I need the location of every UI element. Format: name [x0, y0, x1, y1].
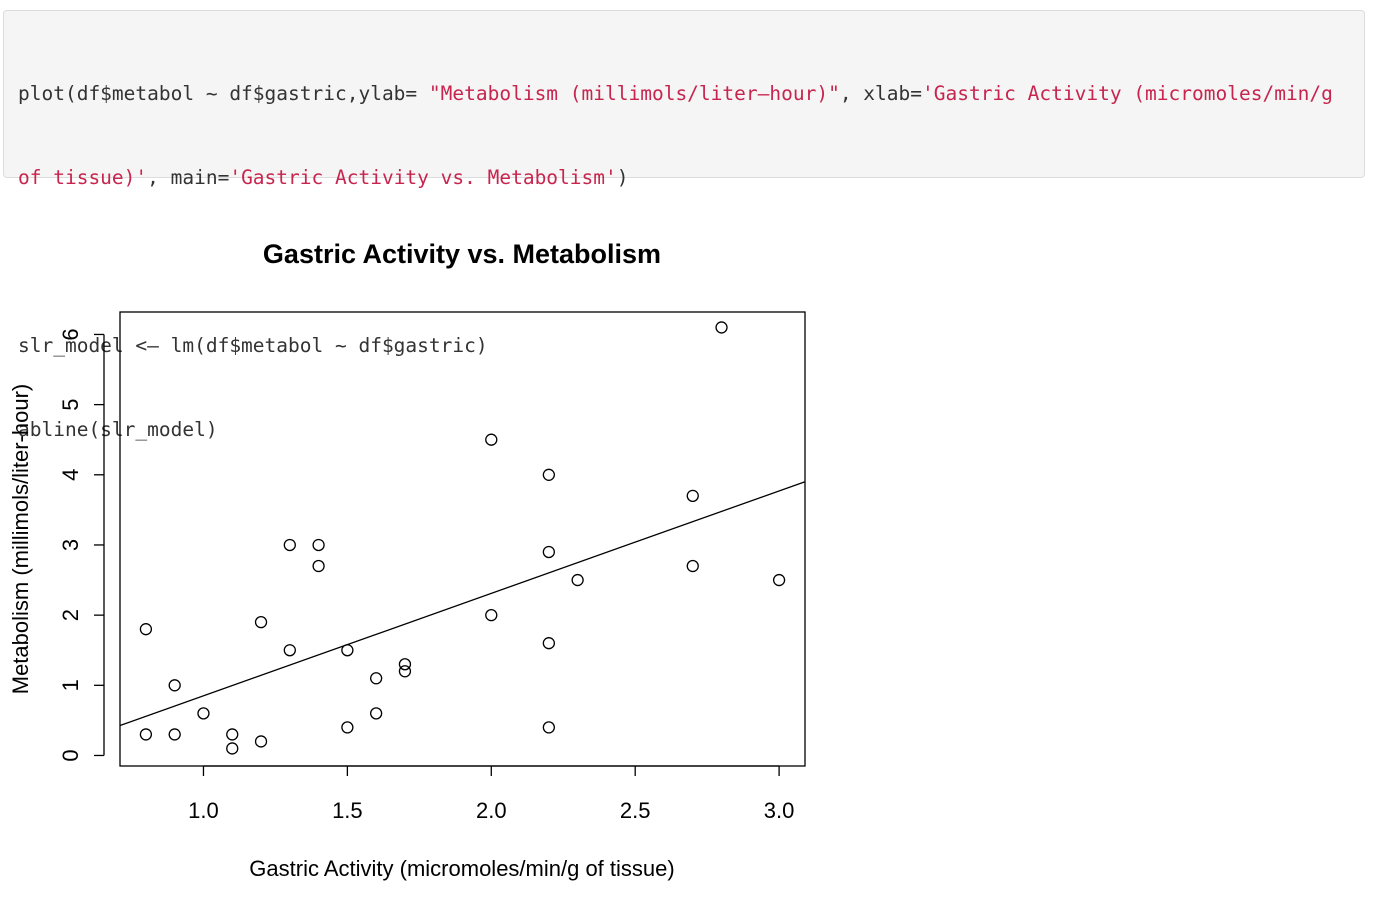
chart-title: Gastric Activity vs. Metabolism: [263, 239, 661, 269]
data-point: [226, 728, 239, 741]
data-point: [715, 321, 728, 334]
x-axis-label: Gastric Activity (micromoles/min/g of ti…: [249, 856, 674, 881]
code-string: 'Gastric Activity (micromoles/min/g: [922, 82, 1333, 105]
code-token: abline(slr_model): [18, 418, 218, 441]
y-tick-label: 5: [58, 398, 83, 410]
x-tick-label: 2.0: [476, 798, 507, 823]
regression-line: [119, 481, 806, 727]
y-tick-label: 6: [58, 328, 83, 340]
data-point: [197, 707, 210, 720]
data-point: [370, 672, 383, 685]
data-point: [226, 742, 239, 755]
code-token: ): [616, 166, 629, 189]
y-axis-label: Metabolism (millimols/liter-hour): [8, 384, 33, 695]
data-point: [312, 538, 325, 552]
code-chunk: plot(df$metabol ~ df$gastric,ylab= "Meta…: [3, 10, 1365, 441]
data-point: [370, 707, 383, 720]
x-tick-label: 2.5: [620, 798, 651, 823]
code-line: plot(df$metabol ~ df$gastric,ylab= "Meta…: [18, 80, 1364, 108]
data-point: [254, 616, 268, 629]
x-axis: 1.0 1.5 2.0 2.5 3.0: [188, 765, 795, 823]
data-point: [571, 573, 584, 587]
plot-output: Gastric Activity vs. Metabolism Gastric …: [0, 200, 860, 908]
data-point: [542, 637, 555, 650]
data-point: [283, 538, 296, 552]
code-token: , xlab=: [839, 82, 922, 105]
data-point: [139, 728, 153, 741]
data-point: [686, 489, 699, 502]
code-token: slr_model <– lm(df$metabol ~ df$gastric): [18, 334, 488, 357]
data-point: [542, 545, 555, 559]
y-tick-label: 3: [58, 539, 83, 551]
data-point: [485, 608, 498, 622]
scatter-chart: Gastric Activity vs. Metabolism Gastric …: [8, 239, 806, 881]
data-points: [139, 321, 786, 755]
y-tick-label: 4: [58, 469, 83, 481]
regression-line-group: [119, 481, 806, 727]
data-point: [341, 721, 354, 734]
code-line: abline(slr_model): [18, 416, 1364, 444]
code-token: plot(df$metabol ~ df$gastric,ylab=: [18, 82, 429, 105]
data-point: [542, 468, 555, 481]
code-line: of tissue)', main='Gastric Activity vs. …: [18, 164, 1364, 192]
y-tick-label: 2: [58, 609, 83, 621]
data-point: [398, 665, 412, 678]
data-point: [398, 658, 412, 671]
x-tick-label: 1.5: [332, 798, 363, 823]
data-point: [485, 433, 498, 446]
code-token: , main=: [147, 166, 230, 189]
code-line: slr_model <– lm(df$metabol ~ df$gastric): [18, 332, 1364, 360]
plot-frame: [119, 311, 806, 767]
data-point: [772, 573, 786, 587]
data-point: [168, 728, 181, 741]
y-tick-label: 1: [58, 679, 83, 691]
y-axis: 0 1 2 3 4 5 6: [58, 328, 105, 762]
x-tick-label: 3.0: [764, 798, 795, 823]
data-point: [283, 644, 296, 657]
data-point: [254, 735, 268, 748]
data-point: [542, 721, 555, 734]
x-tick-label: 1.0: [188, 798, 219, 823]
data-point: [139, 623, 153, 636]
data-point: [686, 559, 699, 573]
data-point: [168, 679, 181, 692]
code-string: of tissue)': [18, 166, 148, 189]
y-tick-label: 0: [58, 749, 83, 761]
code-string: 'Gastric Activity vs. Metabolism': [229, 166, 617, 189]
data-point: [312, 559, 325, 573]
code-string: "Metabolism (millimols/liter–hour)": [428, 82, 840, 105]
